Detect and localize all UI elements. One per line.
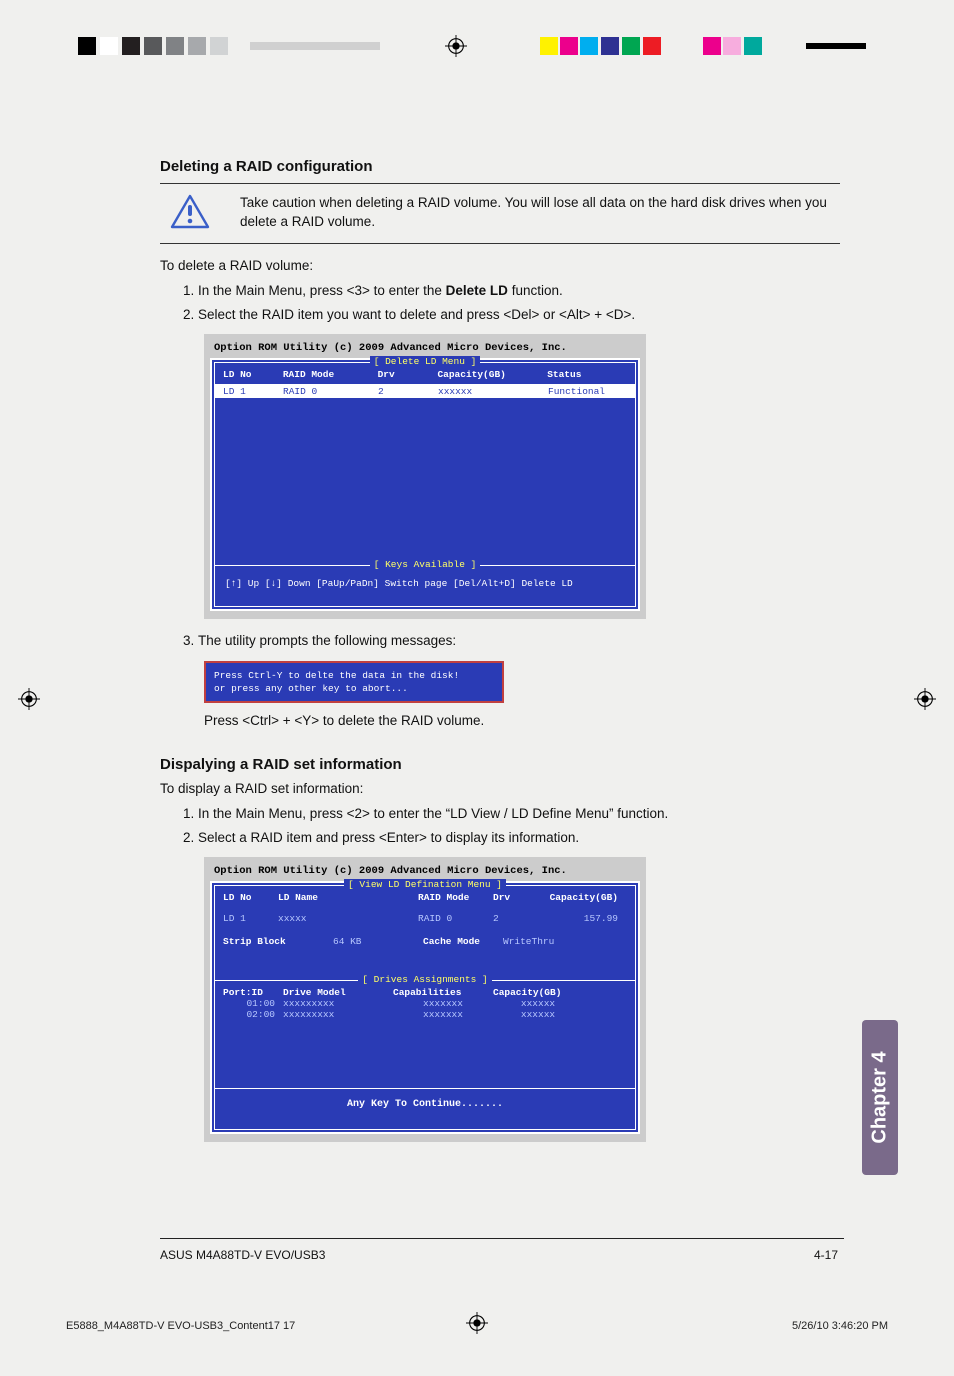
bar (166, 37, 184, 55)
prompt-line: Press Ctrl-Y to delte the data in the di… (214, 669, 494, 682)
page: Deleting a RAID configuration Take cauti… (0, 0, 954, 1376)
bios-frame-view: [ View LD Defination Menu ] LD No LD Nam… (214, 885, 636, 981)
section-heading: Dispalying a RAID set information (160, 756, 840, 773)
bios-frame-keys: [ Keys Available ] [↑] Up [↓] Down [PaUp… (214, 566, 636, 607)
bios-screenshot-view: Option ROM Utility (c) 2009 Advanced Mic… (204, 857, 646, 1142)
step-item: In the Main Menu, press <2> to enter the… (198, 804, 840, 824)
bios-frame-continue: Any Key To Continue....... (214, 1089, 636, 1130)
bios-panel: [ Delete LD Menu ] LD No RAID Mode Drv C… (210, 358, 640, 611)
step-item: In the Main Menu, press <3> to enter the… (198, 281, 840, 301)
footer-rule (160, 1238, 844, 1239)
bar (806, 43, 866, 49)
bar (540, 37, 558, 55)
steps-list: In the Main Menu, press <2> to enter the… (160, 804, 840, 847)
intro-text: To display a RAID set information: (160, 781, 840, 796)
prompt-line: or press any other key to abort... (214, 682, 494, 695)
chapter-tab: Chapter 4 (862, 1020, 898, 1175)
frame-legend: [ Keys Available ] (215, 559, 635, 570)
after-prompt-text: Press <Ctrl> + <Y> to delete the RAID vo… (204, 713, 840, 728)
bar (643, 37, 661, 55)
registration-mark-icon (466, 1312, 488, 1337)
bar (580, 37, 598, 55)
bios-screenshot-delete: Option ROM Utility (c) 2009 Advanced Mic… (204, 334, 646, 619)
table-row: LD 1 xxxxx RAID 0 2 157.99 (223, 913, 627, 924)
registration-colorbars (0, 35, 954, 57)
bar (78, 37, 96, 55)
steps-list: In the Main Menu, press <3> to enter the… (160, 281, 840, 324)
registration-mark-icon (914, 688, 936, 710)
caution-icon (160, 194, 220, 233)
content-area: Deleting a RAID configuration Take cauti… (160, 158, 840, 1154)
footer-product: ASUS M4A88TD-V EVO/USB3 (160, 1248, 325, 1262)
table-row: LD 1 RAID 0 2 xxxxxx Functional (215, 385, 635, 398)
step-item: The utility prompts the following messag… (198, 631, 840, 651)
frame-legend: [ Delete LD Menu ] (215, 356, 635, 367)
keys-footer: [↑] Up [↓] Down [PaUp/PaDn] Switch page … (223, 574, 627, 591)
table-header: LD No RAID Mode Drv Capacity(GB) Status (223, 369, 627, 380)
intro-text: To delete a RAID volume: (160, 258, 840, 273)
frame-legend: [ View LD Defination Menu ] (215, 879, 635, 890)
bar (744, 37, 762, 55)
footer-page: 4-17 (814, 1248, 838, 1262)
bar (703, 37, 721, 55)
bar (622, 37, 640, 55)
bios-frame-main: [ Delete LD Menu ] LD No RAID Mode Drv C… (214, 362, 636, 566)
step-item: Select a RAID item and press <Enter> to … (198, 828, 840, 848)
slug-file: E5888_M4A88TD-V EVO-USB3_Content17 17 (66, 1320, 295, 1332)
caution-text: Take caution when deleting a RAID volume… (220, 194, 840, 232)
bar (210, 37, 228, 55)
table-header: LD No LD Name RAID Mode Drv Capacity(GB) (223, 892, 627, 903)
bios-frame-drives: [ Drives Assignments ] Port:ID Drive Mod… (214, 981, 636, 1089)
caution-box: Take caution when deleting a RAID volume… (160, 183, 840, 244)
table-row: Strip Block 64 KB Cache Mode WriteThru (223, 936, 627, 947)
bar (144, 37, 162, 55)
continue-text: Any Key To Continue....... (223, 1099, 627, 1110)
frame-legend: [ Drives Assignments ] (215, 974, 635, 985)
steps-list: The utility prompts the following messag… (160, 631, 840, 651)
bar (188, 37, 206, 55)
bar (723, 37, 741, 55)
registration-mark-icon (445, 35, 467, 57)
bar (122, 37, 140, 55)
section-heading: Deleting a RAID configuration (160, 158, 840, 175)
bar (250, 42, 380, 50)
chapter-label: Chapter 4 (869, 1051, 892, 1143)
registration-mark-icon (18, 688, 40, 710)
bar (100, 37, 118, 55)
step-item: Select the RAID item you want to delete … (198, 305, 840, 325)
bar (560, 37, 578, 55)
slug-date: 5/26/10 3:46:20 PM (792, 1320, 888, 1332)
table-header: Port:ID Drive Model Capabilities Capacit… (223, 987, 627, 998)
bar (601, 37, 619, 55)
table-row: 02:00 xxxxxxxxx xxxxxxx xxxxxx (223, 1009, 627, 1020)
table-row: 01:00 xxxxxxxxx xxxxxxx xxxxxx (223, 998, 627, 1009)
prompt-box: Press Ctrl-Y to delte the data in the di… (204, 661, 504, 704)
bios-panel: [ View LD Defination Menu ] LD No LD Nam… (210, 881, 640, 1134)
